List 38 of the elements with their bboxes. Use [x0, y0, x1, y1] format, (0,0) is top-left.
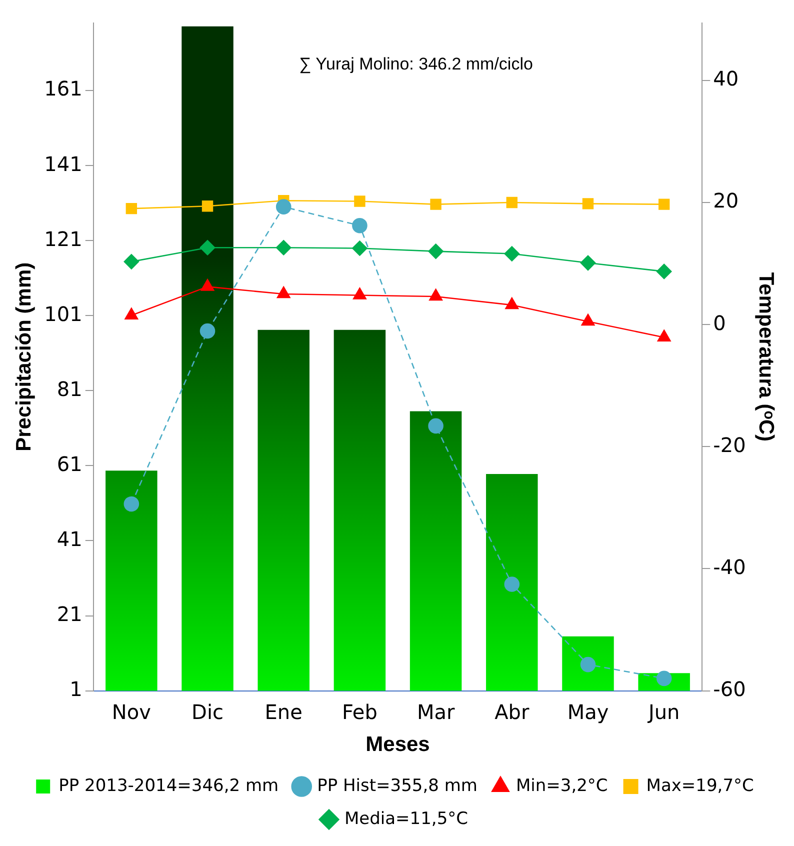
x-tick-label: Nov	[112, 700, 152, 724]
x-tick-label: Ene	[264, 700, 302, 724]
x-tick-label: Feb	[342, 700, 378, 724]
y-tick-label: 61	[56, 452, 82, 476]
y2-tick-label: -20	[713, 432, 746, 457]
x-tick-label: Mar	[416, 700, 456, 724]
point	[124, 496, 140, 512]
point	[352, 218, 368, 234]
legend-label: Media=11,5°C	[344, 808, 468, 829]
point	[200, 323, 216, 339]
legend-label: PP 2013-2014=346,2 mm	[58, 776, 279, 796]
y-tick-label: 81	[56, 376, 82, 401]
legend-label: Max=19,7°C	[646, 776, 754, 796]
legend-label: Min=3,2°C	[516, 776, 608, 796]
y-tick-label: 141	[44, 152, 82, 176]
y-tick-label: 121	[44, 226, 82, 251]
y2-tick-label: -60	[713, 677, 746, 702]
point	[276, 199, 292, 214]
annotation: ∑ Yuraj Molino: 346.2 mm/ciclo	[299, 54, 533, 74]
y2-axis-title: Temperatura (ᵒC)	[754, 272, 778, 442]
y2-tick-label: 40	[713, 66, 739, 91]
y-tick-label: 41	[56, 526, 82, 551]
x-tick-label: May	[567, 700, 609, 724]
y-axis-title: Precipitación (mm)	[12, 262, 36, 452]
legend-label: PP Hist=355,8 mm	[317, 776, 478, 796]
point	[504, 576, 520, 592]
y-tick-label: 161	[44, 76, 82, 101]
x-axis-title: Meses	[366, 733, 430, 756]
x-tick-label: Jun	[646, 700, 680, 724]
y2-tick-label: 0	[713, 310, 726, 335]
y-tick-label: 101	[44, 302, 82, 326]
x-tick-label: Abr	[494, 700, 530, 724]
y-tick-label: 21	[56, 602, 82, 626]
y2-tick-label: 20	[713, 188, 739, 213]
x-tick-label: Dic	[192, 700, 224, 724]
point	[428, 418, 444, 434]
y-tick-label: 1	[70, 677, 82, 702]
y2-tick-label: -40	[713, 554, 746, 579]
